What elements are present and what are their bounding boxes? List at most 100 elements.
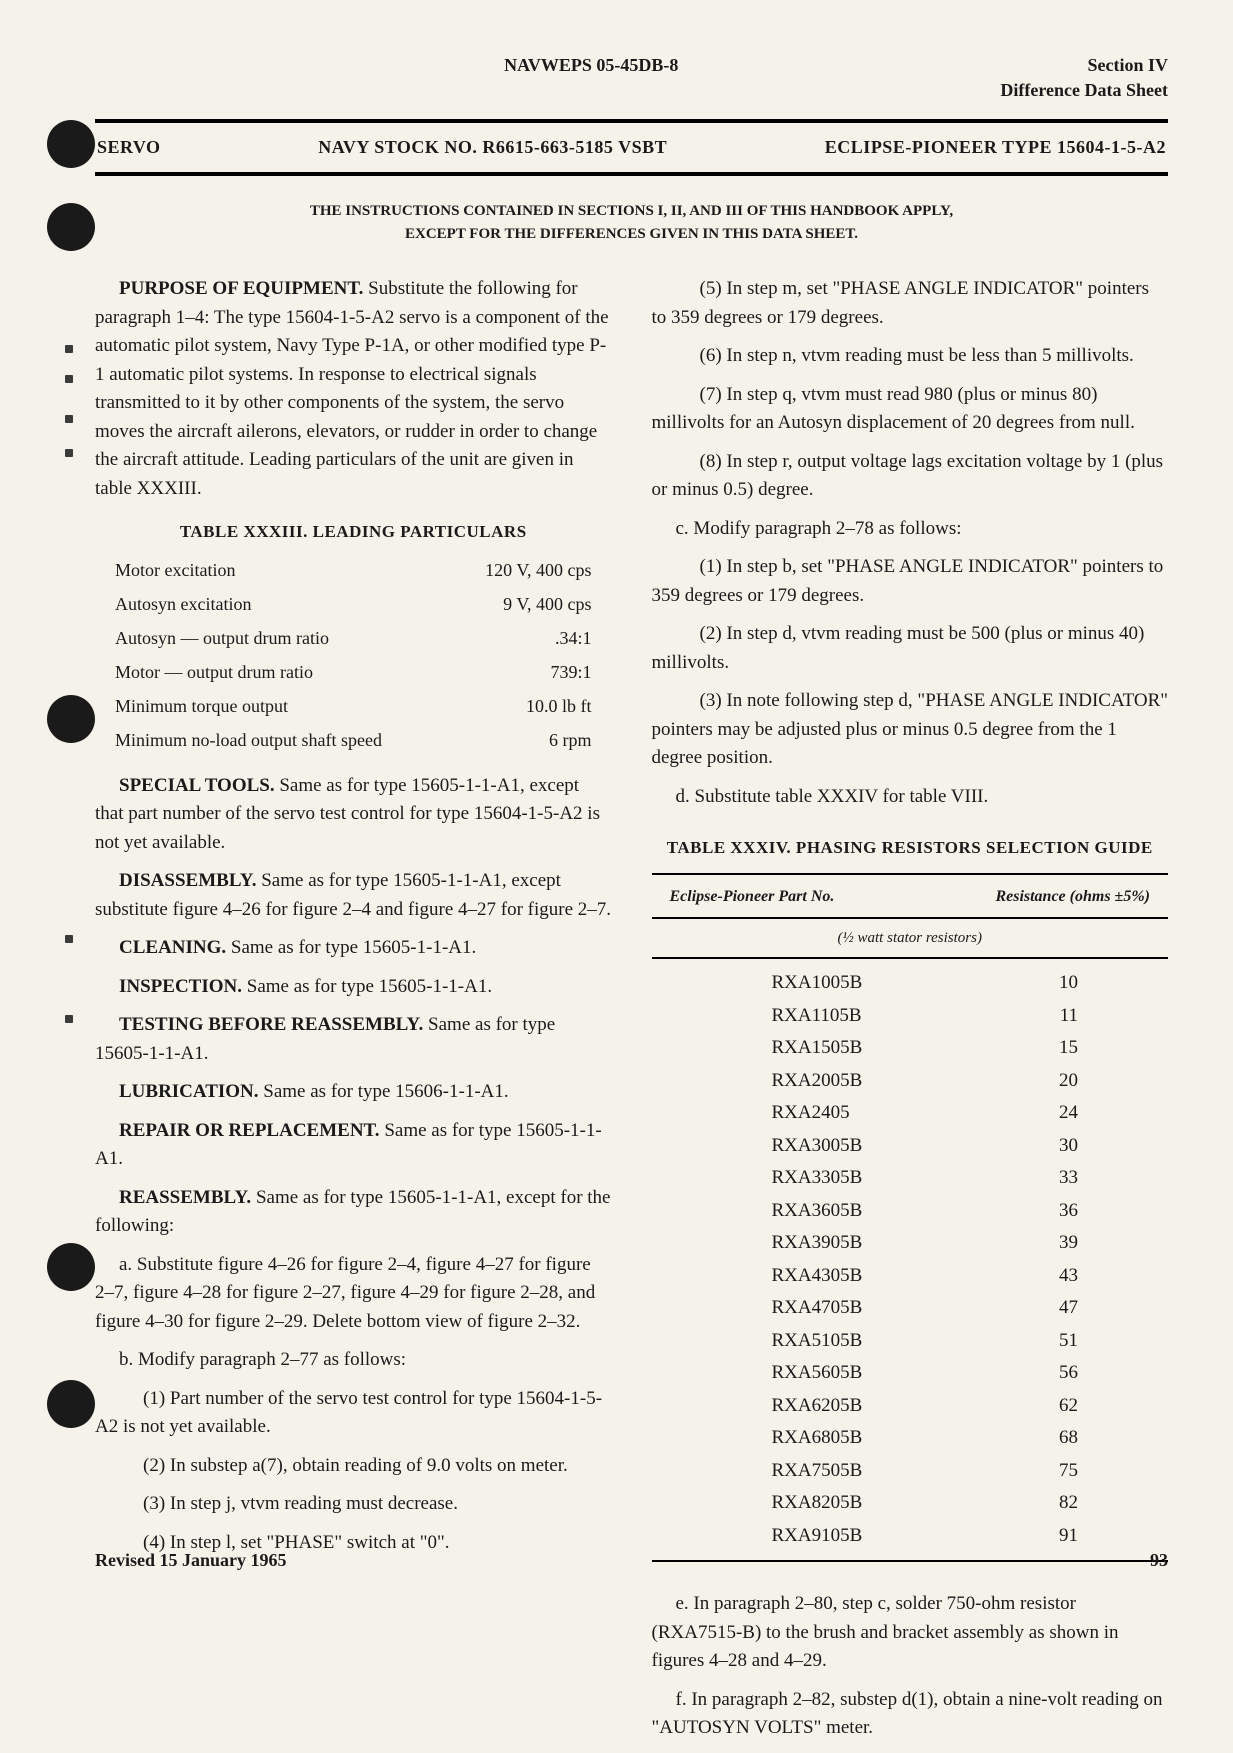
subtitle: Difference Data Sheet	[95, 80, 1168, 101]
punch-hole	[47, 203, 95, 251]
revised-date: Revised 15 January 1965	[95, 1550, 287, 1571]
sub-paragraph: f. In paragraph 2–82, substep d(1), obta…	[652, 1686, 1169, 1743]
table33-label: Minimum torque output	[115, 693, 518, 720]
table34-resistance: 56	[1059, 1359, 1078, 1388]
table-row: RXA1005B10	[652, 967, 1169, 1000]
paragraph: LUBRICATION. Same as for type 15606-1-1-…	[95, 1078, 612, 1107]
table-row: Autosyn — output drum ratio.34:1	[115, 625, 592, 652]
sub-paragraph: d. Substitute table XXXIV for table VIII…	[652, 783, 1169, 812]
section-label: Section IV	[1088, 55, 1169, 76]
table33: Motor excitation120 V, 400 cps Autosyn ex…	[115, 557, 592, 754]
table-row: RXA3605B 36	[652, 1195, 1169, 1228]
instructions-line: EXCEPT FOR THE DIFFERENCES GIVEN IN THIS…	[95, 223, 1168, 246]
table34-part-no: RXA4305B	[772, 1262, 863, 1291]
table-row: Minimum torque output10.0 lb ft	[115, 693, 592, 720]
table34-subheader: (½ watt stator resistors)	[652, 919, 1169, 958]
table34-part-no: RXA3905B	[772, 1229, 863, 1258]
paragraph: REASSEMBLY. Same as for type 15605-1-1-A…	[95, 1184, 612, 1241]
heading: DISASSEMBLY.	[119, 870, 256, 891]
table-row: RXA8205B 82	[652, 1487, 1169, 1520]
table-row: Motor — output drum ratio739:1	[115, 659, 592, 686]
scan-speck	[65, 935, 73, 943]
table-row: RXA4305B 43	[652, 1260, 1169, 1293]
table34-part-no: RXA1505B	[772, 1034, 863, 1063]
table-row: RXA1105B 11	[652, 1000, 1169, 1033]
table34-resistance: 39	[1059, 1229, 1078, 1258]
heading: CLEANING.	[119, 937, 226, 958]
table34-resistance: 36	[1059, 1197, 1078, 1226]
sub-step: (8) In step r, output voltage lags excit…	[652, 448, 1169, 505]
table34-part-no: RXA8205B	[772, 1489, 863, 1518]
sub-paragraph: c. Modify paragraph 2–78 as follows:	[652, 515, 1169, 544]
two-column-body: PURPOSE OF EQUIPMENT. Substitute the fol…	[95, 275, 1168, 1753]
scan-speck	[65, 415, 73, 423]
table34-part-no: RXA3305B	[772, 1164, 863, 1193]
table34-header-row: Eclipse-Pioneer Part No. Resistance (ohm…	[652, 875, 1169, 917]
sub-step: (3) In note following step d, "PHASE ANG…	[652, 687, 1169, 773]
table34-resistance: 43	[1059, 1262, 1078, 1291]
table-row: Motor excitation120 V, 400 cps	[115, 557, 592, 584]
table33-label: Minimum no-load output shaft speed	[115, 727, 541, 754]
stock-number: NAVY STOCK NO. R6615-663-5185 VSBT	[318, 137, 667, 158]
table34-part-no: RXA1005B	[772, 969, 863, 998]
table34-part-no: RXA7505B	[772, 1457, 863, 1486]
paragraph: TESTING BEFORE REASSEMBLY. Same as for t…	[95, 1011, 612, 1068]
table34-resistance: 15	[1059, 1034, 1078, 1063]
table-row: RXA6205B62	[652, 1390, 1169, 1423]
table34-resistance: 47	[1059, 1294, 1078, 1323]
punch-hole	[47, 695, 95, 743]
scan-speck	[65, 1015, 73, 1023]
table34-resistance: 91	[1059, 1522, 1078, 1551]
title-bar: SERVO NAVY STOCK NO. R6615-663-5185 VSBT…	[95, 123, 1168, 172]
table34-resistance: 11	[1060, 1002, 1078, 1031]
servo-label: SERVO	[97, 137, 161, 158]
sub-paragraph: b. Modify paragraph 2–77 as follows:	[95, 1346, 612, 1375]
table-row: RXA240524	[652, 1097, 1169, 1130]
table-row: RXA3905B 39	[652, 1227, 1169, 1260]
table-row: RXA3005B30	[652, 1130, 1169, 1163]
body-text: Same as for type 15605-1-1-A1.	[242, 976, 492, 997]
table-row: RXA6805B68	[652, 1422, 1169, 1455]
punch-hole	[47, 1243, 95, 1291]
punch-hole	[47, 120, 95, 168]
table-row: RXA7505B75	[652, 1455, 1169, 1488]
table34-resistance: 82	[1059, 1489, 1078, 1518]
table-row: RXA4705B47	[652, 1292, 1169, 1325]
table34-resistance: 51	[1059, 1327, 1078, 1356]
table33-label: Autosyn excitation	[115, 591, 495, 618]
table33-value: 739:1	[542, 659, 591, 686]
heading: TESTING BEFORE REASSEMBLY.	[119, 1014, 423, 1035]
table34-resistance: 33	[1059, 1164, 1078, 1193]
table33-label: Motor excitation	[115, 557, 477, 584]
instructions-block: THE INSTRUCTIONS CONTAINED IN SECTIONS I…	[95, 200, 1168, 245]
paragraph: DISASSEMBLY. Same as for type 15605-1-1-…	[95, 867, 612, 924]
type-label: ECLIPSE-PIONEER TYPE 15604-1-5-A2	[825, 137, 1166, 158]
heading: REASSEMBLY.	[119, 1187, 251, 1208]
sub-paragraph: e. In paragraph 2–80, step c, solder 750…	[652, 1590, 1169, 1676]
heading: SPECIAL TOOLS.	[119, 775, 275, 796]
table34-body: RXA1005B10RXA1105B11RXA1505B15RXA2005B20…	[652, 959, 1169, 1560]
table34-part-no: RXA3605B	[772, 1197, 863, 1226]
table33-label: Motor — output drum ratio	[115, 659, 542, 686]
body-text: Same as for type 15605-1-1-A1.	[226, 937, 476, 958]
table33-value: 6 rpm	[541, 727, 592, 754]
table34-part-no: RXA5105B	[772, 1327, 863, 1356]
table34-part-no: RXA1105B	[772, 1002, 862, 1031]
table-row: RXA9105B91	[652, 1520, 1169, 1553]
table33-value: 120 V, 400 cps	[477, 557, 591, 584]
scan-speck	[65, 345, 73, 353]
heading: REPAIR OR REPLACEMENT.	[119, 1120, 380, 1141]
table34-part-no: RXA5605B	[772, 1359, 863, 1388]
body-text: Substitute the following for paragraph 1…	[95, 278, 609, 499]
table33-label: Autosyn — output drum ratio	[115, 625, 547, 652]
table34: Eclipse-Pioneer Part No. Resistance (ohm…	[652, 873, 1169, 1563]
sub-step: (2) In step d, vtvm reading must be 500 …	[652, 620, 1169, 677]
body-text: Same as for type 15606-1-1-A1.	[259, 1081, 509, 1102]
sub-step: (1) Part number of the servo test contro…	[95, 1385, 612, 1442]
table34-part-no: RXA2005B	[772, 1067, 863, 1096]
table33-value: 9 V, 400 cps	[495, 591, 591, 618]
table34-resistance: 62	[1059, 1392, 1078, 1421]
heading: LUBRICATION.	[119, 1081, 259, 1102]
table34-title: TABLE XXXIV. PHASING RESISTORS SELECTION…	[652, 835, 1169, 861]
scan-speck	[65, 449, 73, 457]
